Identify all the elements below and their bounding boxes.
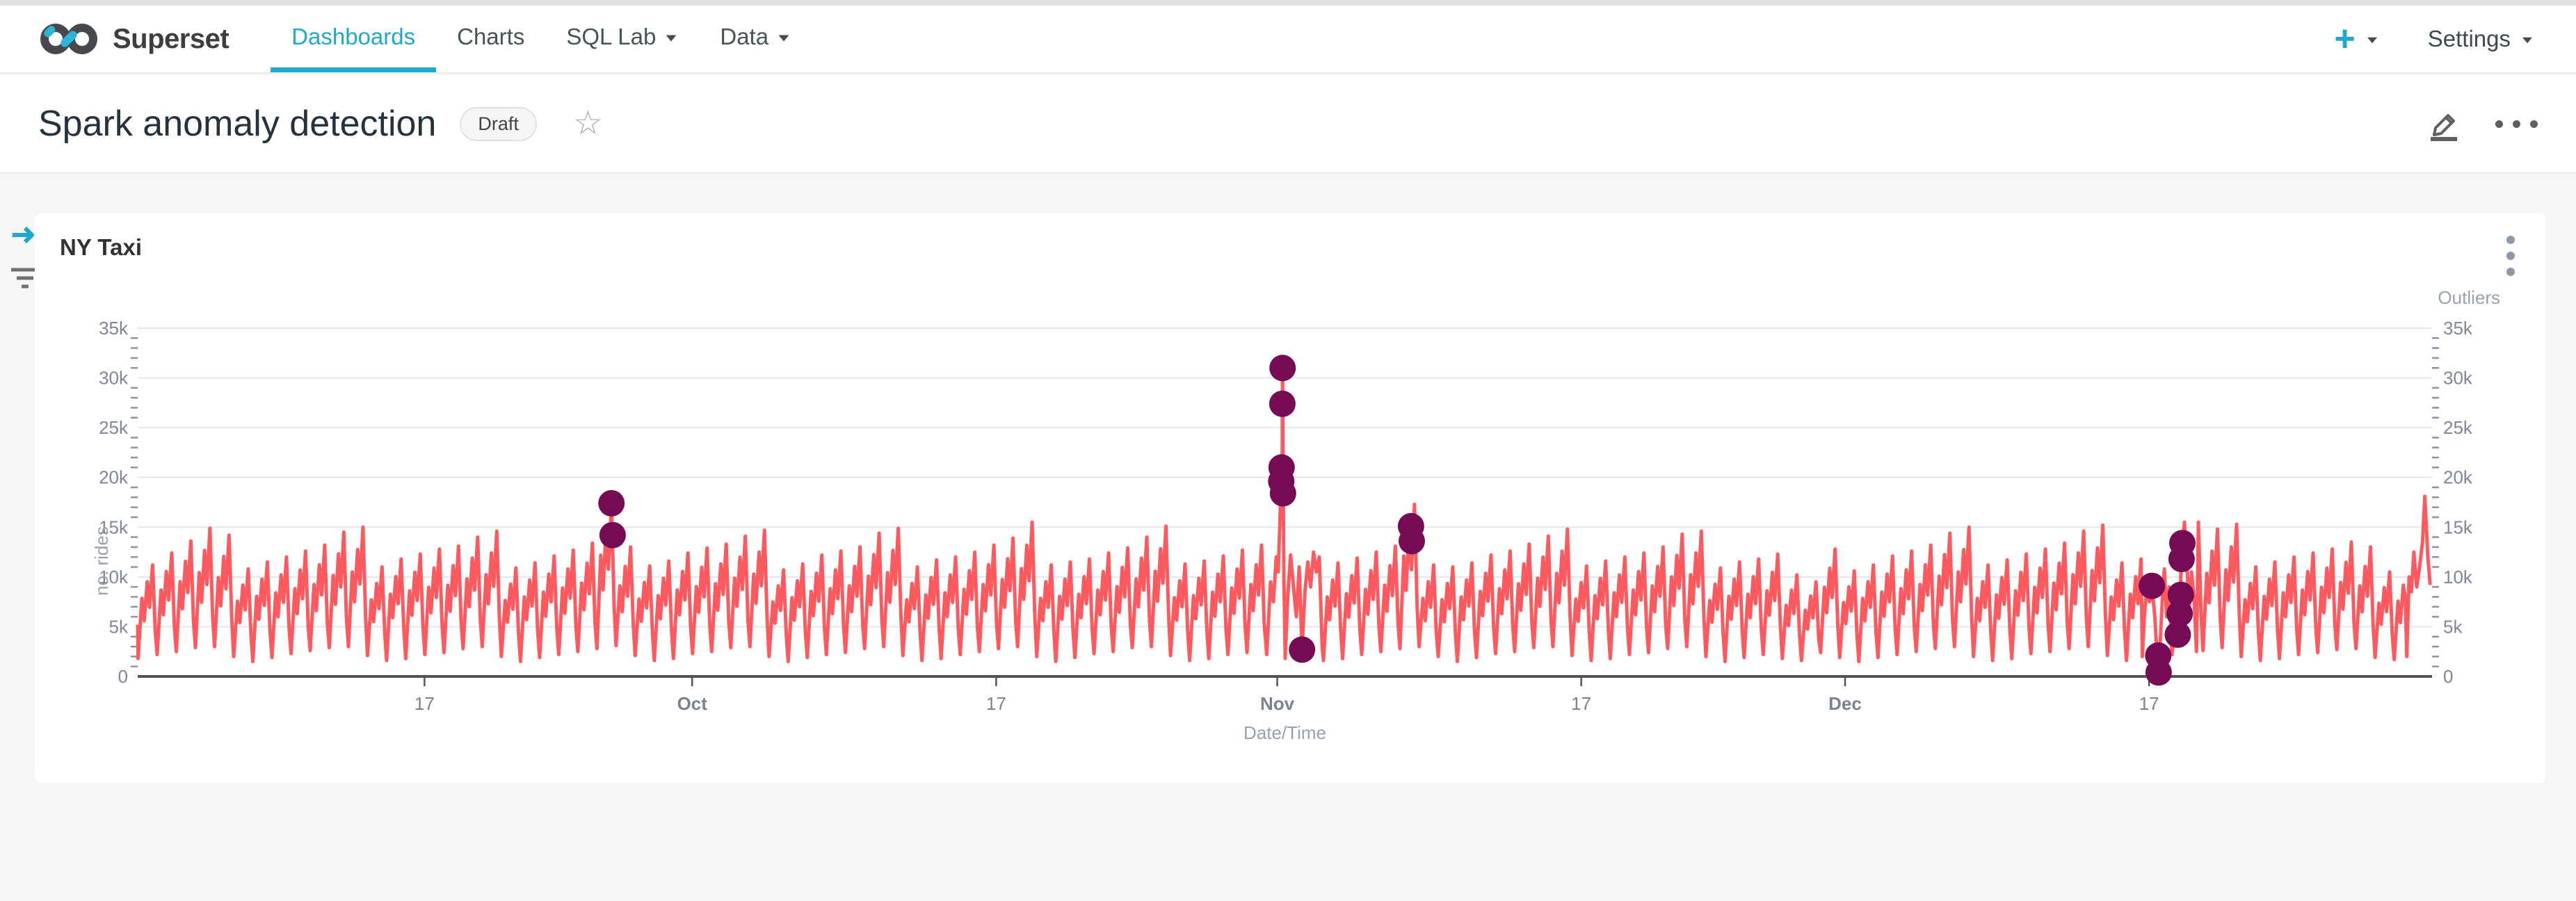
- outlier-dot: [1269, 480, 1296, 507]
- axes: 0 0 5k 5k 10k 10k 15k 15k 20k 20k 25k 25k 30k 30k 35k 3…: [91, 287, 2500, 743]
- ny-taxi-rides-line: [136, 366, 2432, 674]
- chart-title: NY Taxi: [60, 234, 142, 260]
- dashboard-header: Spark anomaly detection Draft ☆: [0, 75, 2576, 174]
- svg-text:30k: 30k: [99, 368, 129, 389]
- topbar-right: + Settings: [2334, 6, 2534, 72]
- main-nav: Dashboards Charts SQL Lab Data: [271, 6, 812, 72]
- add-new-button[interactable]: +: [2334, 21, 2378, 57]
- outlier-dot: [1399, 528, 1425, 555]
- superset-logo[interactable]: Superset: [36, 6, 230, 72]
- svg-text:30k: 30k: [2443, 368, 2473, 389]
- outlier-dot: [1289, 636, 1316, 663]
- svg-text:35k: 35k: [99, 318, 129, 339]
- svg-text:0: 0: [118, 666, 128, 687]
- outlier-dot: [2168, 546, 2195, 573]
- svg-text:17: 17: [1571, 693, 1591, 714]
- outlier-dot: [2164, 621, 2191, 648]
- svg-text:10k: 10k: [99, 567, 129, 587]
- chevron-down-icon: [666, 35, 677, 41]
- svg-text:Date/Time: Date/Time: [1243, 722, 1326, 743]
- nav-item-data[interactable]: Data: [699, 6, 812, 72]
- rides-line-series: [136, 366, 2432, 674]
- outlier-dot: [2145, 659, 2172, 686]
- svg-text:5k: 5k: [109, 616, 129, 637]
- svg-text:0: 0: [2443, 666, 2453, 687]
- svg-text:35k: 35k: [2443, 318, 2473, 339]
- plus-icon: +: [2334, 19, 2356, 59]
- nav-item-dashboards[interactable]: Dashboards: [271, 6, 437, 72]
- svg-text:Oct: Oct: [677, 693, 708, 714]
- infinity-logo-icon: [40, 24, 97, 54]
- chevron-down-icon: [2367, 37, 2377, 44]
- outlier-dot: [2166, 600, 2193, 627]
- svg-text:25k: 25k: [99, 417, 129, 438]
- settings-menu[interactable]: Settings: [2428, 26, 2534, 52]
- more-options-icon[interactable]: [2495, 120, 2538, 128]
- chart-kebab-menu-icon[interactable]: [2502, 232, 2519, 280]
- chevron-down-icon: [778, 35, 789, 41]
- svg-text:17: 17: [2139, 693, 2159, 714]
- svg-text:5k: 5k: [2443, 616, 2463, 637]
- svg-text:10k: 10k: [2443, 567, 2473, 587]
- svg-text:Nov: Nov: [1260, 693, 1295, 714]
- svg-text:no. rides: no. rides: [91, 526, 112, 596]
- svg-text:20k: 20k: [99, 467, 129, 488]
- outlier-points: [598, 355, 2196, 686]
- svg-text:25k: 25k: [2443, 417, 2473, 438]
- outlier-dot: [599, 521, 626, 549]
- timeseries-chart[interactable]: 0 0 5k 5k 10k 10k 15k 15k 20k 20k 25k 25k 30k 30k 35k 3…: [35, 213, 2545, 784]
- svg-text:Outliers: Outliers: [2438, 287, 2500, 308]
- svg-text:15k: 15k: [2443, 517, 2473, 537]
- outlier-dot: [2139, 572, 2166, 599]
- filter-funnel-icon[interactable]: [8, 266, 42, 297]
- status-badge: Draft: [460, 106, 537, 141]
- svg-text:Dec: Dec: [1828, 693, 1862, 714]
- favorite-star-icon[interactable]: ☆: [572, 105, 603, 142]
- outlier-dot: [598, 489, 625, 517]
- chevron-down-icon: [2522, 37, 2532, 44]
- chart-card-ny-taxi: 0 0 5k 5k 10k 10k 15k 15k 20k 20k 25k 25k 30k 30k 35k 3…: [35, 213, 2545, 784]
- outlier-dot: [1269, 355, 1296, 382]
- nav-item-charts[interactable]: Charts: [457, 23, 525, 49]
- outlier-dot: [1269, 390, 1296, 417]
- svg-text:17: 17: [986, 693, 1006, 714]
- outlier-dot: [2167, 581, 2194, 608]
- svg-text:20k: 20k: [2443, 467, 2473, 488]
- top-navbar: Superset Dashboards Charts SQL Lab Data …: [0, 6, 2576, 74]
- edit-pencil-icon[interactable]: [2424, 103, 2463, 145]
- brand-name: Superset: [113, 23, 230, 54]
- page-title: Spark anomaly detection: [38, 104, 437, 144]
- svg-text:17: 17: [414, 693, 435, 714]
- nav-item-sql-lab[interactable]: SQL Lab: [545, 6, 699, 72]
- svg-text:15k: 15k: [99, 517, 129, 537]
- header-actions: [2424, 103, 2538, 145]
- window-top-strip: [0, 0, 2576, 6]
